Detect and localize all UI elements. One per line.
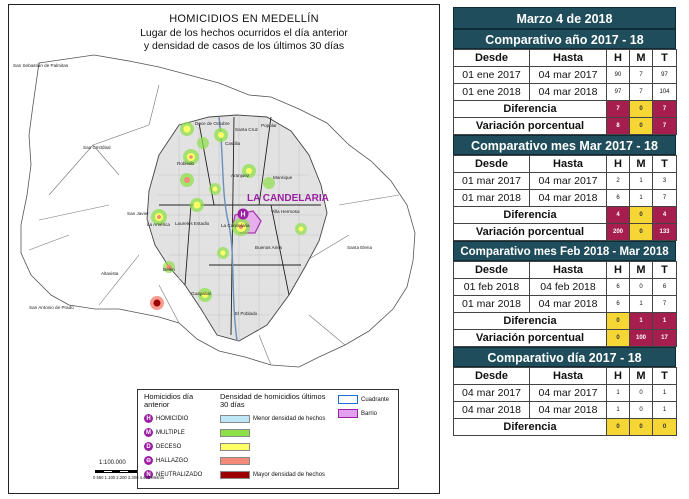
place-label: Popular bbox=[261, 123, 277, 128]
stats-panel: Marzo 4 de 2018 Comparativo año 2017 - 1… bbox=[453, 7, 677, 436]
diff-row: Diferencia 7 0 7 bbox=[453, 100, 677, 118]
legend-density-3 bbox=[220, 443, 250, 451]
legend-density-4 bbox=[220, 457, 250, 465]
place-label: Guayabal bbox=[191, 291, 211, 296]
place-label: San Sebastián de Palmitas bbox=[13, 63, 69, 68]
place-label: Buenos Aires bbox=[255, 245, 283, 250]
table-feb-mar: Desde Hasta H M T 01 feb 2018 04 feb 201… bbox=[453, 261, 677, 347]
table-header-row: Desde Hasta H M T bbox=[453, 367, 677, 385]
table-row: 01 feb 2018 04 feb 2018 6 0 6 bbox=[453, 278, 677, 296]
section-title-year: Comparativo año 2017 - 18 bbox=[453, 29, 676, 49]
map-title: HOMICIDIOS EN MEDELLÍN bbox=[169, 13, 319, 25]
place-label: Santa Cruz bbox=[235, 127, 258, 132]
table-header-row: Desde Hasta H M T bbox=[453, 155, 677, 173]
homicide-marker bbox=[237, 208, 249, 220]
section-title-day: Comparativo día 2017 - 18 bbox=[453, 347, 676, 367]
place-label: Manrique bbox=[273, 175, 293, 180]
table-row: 04 mar 2018 04 mar 2018 1 0 1 bbox=[453, 401, 677, 419]
legend-density-high: Mayor densidad de hechos bbox=[220, 471, 325, 479]
density-swatch bbox=[220, 457, 250, 465]
density-swatch bbox=[220, 429, 250, 437]
place-label: Villa Hermosa bbox=[271, 209, 300, 214]
multiple-icon: M bbox=[144, 428, 153, 437]
table-row: 01 mar 2018 04 mar 2018 6 1 7 bbox=[453, 295, 677, 313]
place-label: Castilla bbox=[225, 141, 241, 146]
map-subtitle-1: Lugar de los hechos ocurridos el día ant… bbox=[140, 27, 348, 39]
section-title-month: Comparativo mes Mar 2017 - 18 bbox=[453, 135, 676, 155]
place-label: La América bbox=[147, 222, 170, 227]
neutralizado-icon: N bbox=[144, 470, 153, 479]
density-swatch bbox=[220, 471, 250, 479]
homicidio-icon: H bbox=[144, 414, 153, 423]
table-day: Desde Hasta H M T 04 mar 2017 04 mar 201… bbox=[453, 367, 677, 436]
legend-density-heading: Densidad de homicidios últimos 30 días bbox=[220, 392, 326, 409]
table-row: 01 ene 2017 04 mar 2017 90 7 97 bbox=[453, 66, 677, 84]
svg-text:H: H bbox=[240, 212, 245, 219]
density-swatch bbox=[220, 415, 250, 423]
legend-neutralizado: N NEUTRALIZADO bbox=[144, 470, 202, 479]
deceso-icon: D bbox=[144, 442, 153, 451]
diff-row: Diferencia 0 0 0 bbox=[453, 418, 677, 436]
scale-ticks: 0 550 1.100 2.200 3.300 4.400 Metros bbox=[93, 475, 165, 480]
map-legend: Homicidios día anterior H HOMICIDIO M MU… bbox=[137, 389, 399, 489]
legend-deceso: D DECESO bbox=[144, 442, 181, 451]
legend-markers-heading: Homicidios día anterior bbox=[144, 392, 194, 409]
place-label: Robledo bbox=[177, 161, 195, 166]
pct-row: Variación porcentual 8 0 7 bbox=[453, 117, 677, 135]
pct-row: Variación porcentual 0 100 17 bbox=[453, 329, 677, 347]
legend-cuadrante: Cuadrante bbox=[338, 395, 389, 404]
table-month: Desde Hasta H M T 01 mar 2017 04 mar 201… bbox=[453, 155, 677, 241]
place-label: Laureles Estadio bbox=[175, 221, 210, 226]
cuadrante-swatch bbox=[338, 395, 358, 404]
table-year: Desde Hasta H M T 01 ene 2017 04 mar 201… bbox=[453, 49, 677, 135]
report-date: Marzo 4 de 2018 bbox=[453, 7, 676, 29]
legend-hallazgo: ⊖ HALLAZGO bbox=[144, 456, 189, 465]
place-label: La Candelaria bbox=[221, 223, 250, 228]
place-label: Aranjuez bbox=[231, 173, 250, 178]
medellin-map[interactable]: H bbox=[9, 5, 439, 493]
place-label: Belén bbox=[163, 267, 175, 272]
section-title-feb-mar: Comparativo mes Feb 2018 - Mar 2018 bbox=[453, 241, 676, 261]
legend-homicidio: H HOMICIDIO bbox=[144, 414, 188, 423]
table-row: 01 ene 2018 04 mar 2018 97 7 104 bbox=[453, 83, 677, 101]
barrio-swatch bbox=[338, 409, 358, 418]
diff-row: Diferencia 4 0 4 bbox=[453, 206, 677, 224]
map-subtitle-2: y densidad de casos de los últimos 30 dí… bbox=[143, 40, 345, 52]
place-label: San Javier bbox=[127, 211, 149, 216]
map-scale: 1:100.000 bbox=[99, 460, 126, 466]
table-row: 01 mar 2017 04 mar 2017 2 1 3 bbox=[453, 172, 677, 190]
pct-row: Variación porcentual 200 0 133 bbox=[453, 223, 677, 241]
table-row: 04 mar 2017 04 mar 2017 1 0 1 bbox=[453, 384, 677, 402]
table-header-row: Desde Hasta H M T bbox=[453, 49, 677, 67]
scale-bar bbox=[95, 470, 137, 473]
place-label: San Cristóbal bbox=[83, 145, 111, 150]
table-row: 01 mar 2018 04 mar 2018 6 1 7 bbox=[453, 189, 677, 207]
hallazgo-icon: ⊖ bbox=[144, 456, 153, 465]
place-label: Altavista bbox=[101, 271, 119, 276]
legend-density-low: Menor densidad de hechos bbox=[220, 415, 325, 423]
place-label: Santa Elena bbox=[347, 245, 373, 250]
legend-barrio: Barrio bbox=[338, 409, 377, 418]
table-header-row: Desde Hasta H M T bbox=[453, 261, 677, 279]
diff-row: Diferencia 0 1 1 bbox=[453, 312, 677, 330]
map-panel: H HOMICIDIOS EN MEDELLÍN Lugar de los he… bbox=[8, 4, 440, 494]
place-label: El Poblado bbox=[235, 311, 258, 316]
density-swatch bbox=[220, 443, 250, 451]
legend-multiple: M MULTIPLE bbox=[144, 428, 185, 437]
place-label: San Antonio de Prado bbox=[29, 305, 74, 310]
highlighted-barrio-label: LA CANDELARIA bbox=[247, 193, 329, 204]
place-label: Doce de Octubre bbox=[195, 121, 230, 126]
legend-density-2 bbox=[220, 429, 250, 437]
